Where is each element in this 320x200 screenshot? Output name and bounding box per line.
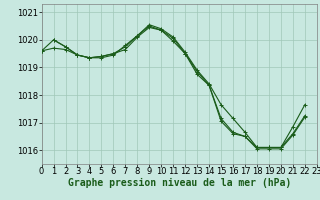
X-axis label: Graphe pression niveau de la mer (hPa): Graphe pression niveau de la mer (hPa) <box>68 178 291 188</box>
